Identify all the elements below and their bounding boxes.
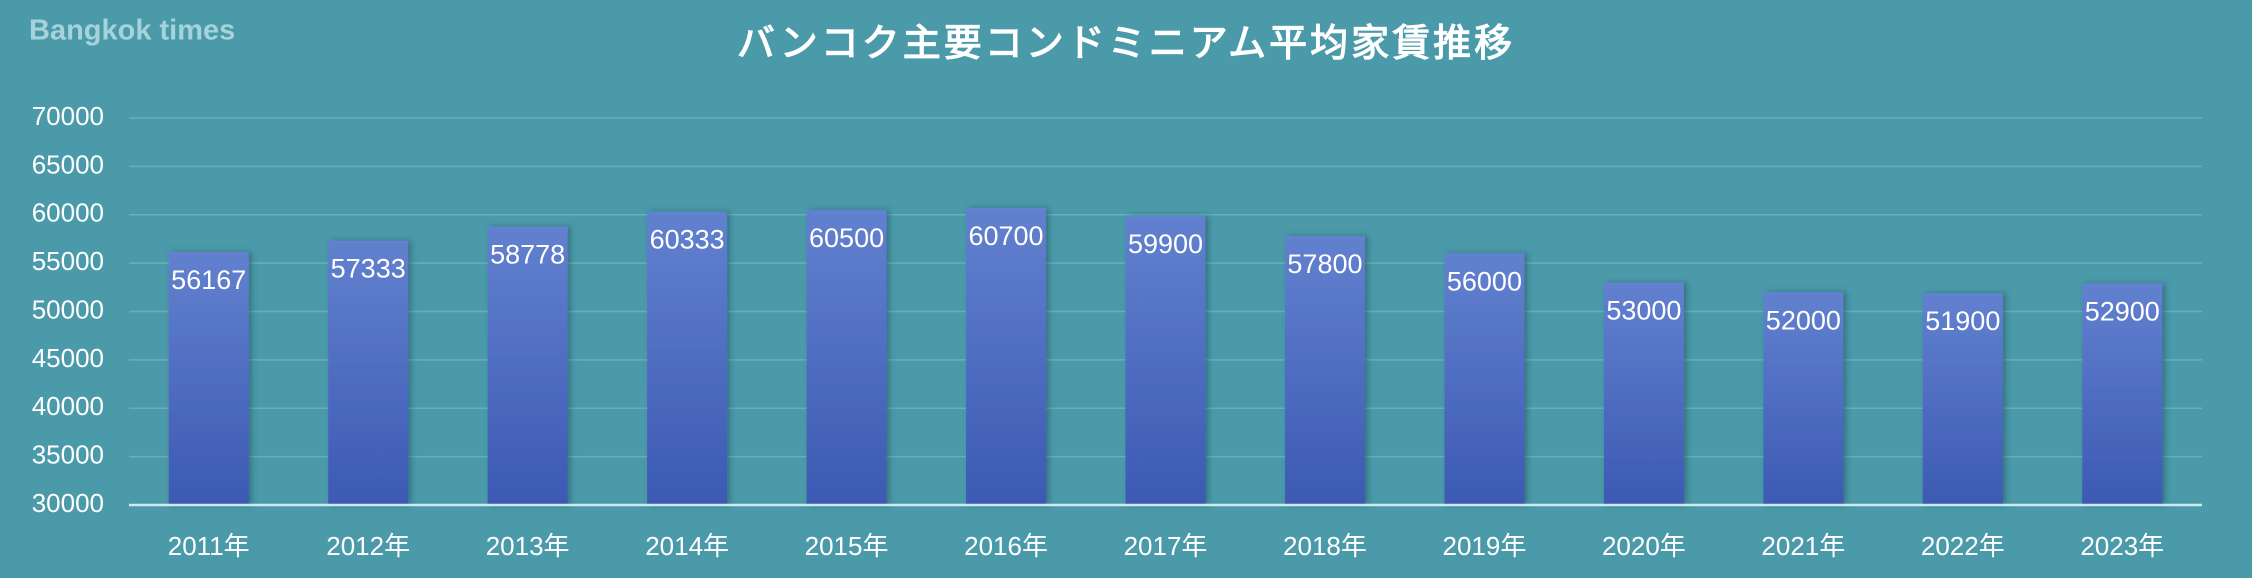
x-tick-label: 2014年 [645, 531, 729, 561]
x-tick-label: 2015年 [805, 531, 889, 561]
bar [328, 240, 409, 505]
value-label: 56000 [1447, 267, 1522, 297]
y-tick-label: 55000 [32, 246, 104, 276]
watermark: Bangkok times [29, 15, 235, 47]
bar [1125, 215, 1206, 505]
y-tick-label: 50000 [32, 294, 104, 324]
bar [1922, 293, 2003, 505]
y-tick-label: 45000 [32, 343, 104, 373]
y-tick-label: 40000 [32, 391, 104, 421]
y-tick-label: 65000 [32, 149, 104, 179]
chart-title: バンコク主要コンドミニアム平均家賃推移 [737, 23, 1515, 65]
value-label: 52900 [2085, 297, 2160, 327]
value-label: 58778 [490, 240, 565, 270]
bar [1603, 282, 1684, 505]
value-label: 56167 [171, 265, 246, 295]
bar [487, 226, 568, 505]
value-label: 52000 [1766, 305, 1841, 335]
bar [168, 251, 249, 505]
x-tick-label: 2011年 [168, 531, 250, 561]
x-tick-label: 2022年 [1921, 531, 2005, 561]
bar [647, 211, 728, 505]
x-tick-label: 2021年 [1761, 531, 1845, 561]
value-label: 57800 [1287, 249, 1362, 279]
x-tick-label: 2016年 [964, 531, 1048, 561]
x-tick-label: 2018年 [1283, 531, 1367, 561]
x-tick-label: 2019年 [1443, 531, 1527, 561]
y-tick-label: 70000 [32, 101, 104, 131]
x-tick-label: 2012年 [326, 531, 410, 561]
bar [1444, 253, 1525, 505]
y-tick-label: 35000 [32, 440, 104, 470]
bar [806, 209, 887, 505]
x-tick-label: 2023年 [2080, 531, 2164, 561]
value-label: 60700 [968, 221, 1043, 251]
x-tick-label: 2017年 [1124, 531, 1208, 561]
y-tick-label: 30000 [32, 488, 104, 518]
bar [1763, 292, 1844, 505]
value-label: 51900 [1925, 306, 2000, 336]
value-label: 60333 [650, 225, 725, 255]
value-label: 60500 [809, 223, 884, 253]
value-label: 57333 [331, 254, 406, 284]
bar [966, 207, 1047, 506]
y-tick-label: 60000 [32, 198, 104, 228]
value-label: 59900 [1128, 229, 1203, 259]
value-label: 53000 [1606, 296, 1681, 326]
bar [2082, 283, 2163, 505]
bar [1284, 236, 1365, 505]
x-tick-label: 2020年 [1602, 531, 1686, 561]
x-tick-label: 2013年 [486, 531, 570, 561]
